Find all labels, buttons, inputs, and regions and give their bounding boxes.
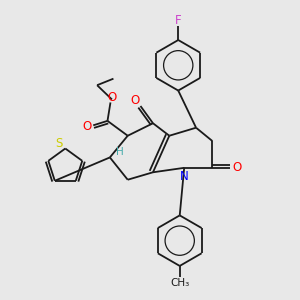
- Text: H: H: [116, 147, 124, 157]
- Text: O: O: [130, 94, 139, 107]
- Text: N: N: [180, 170, 189, 183]
- Text: O: O: [232, 161, 242, 174]
- Text: O: O: [107, 91, 117, 103]
- Text: O: O: [82, 120, 91, 133]
- Text: F: F: [175, 14, 181, 27]
- Text: S: S: [55, 137, 62, 150]
- Text: CH₃: CH₃: [170, 278, 189, 288]
